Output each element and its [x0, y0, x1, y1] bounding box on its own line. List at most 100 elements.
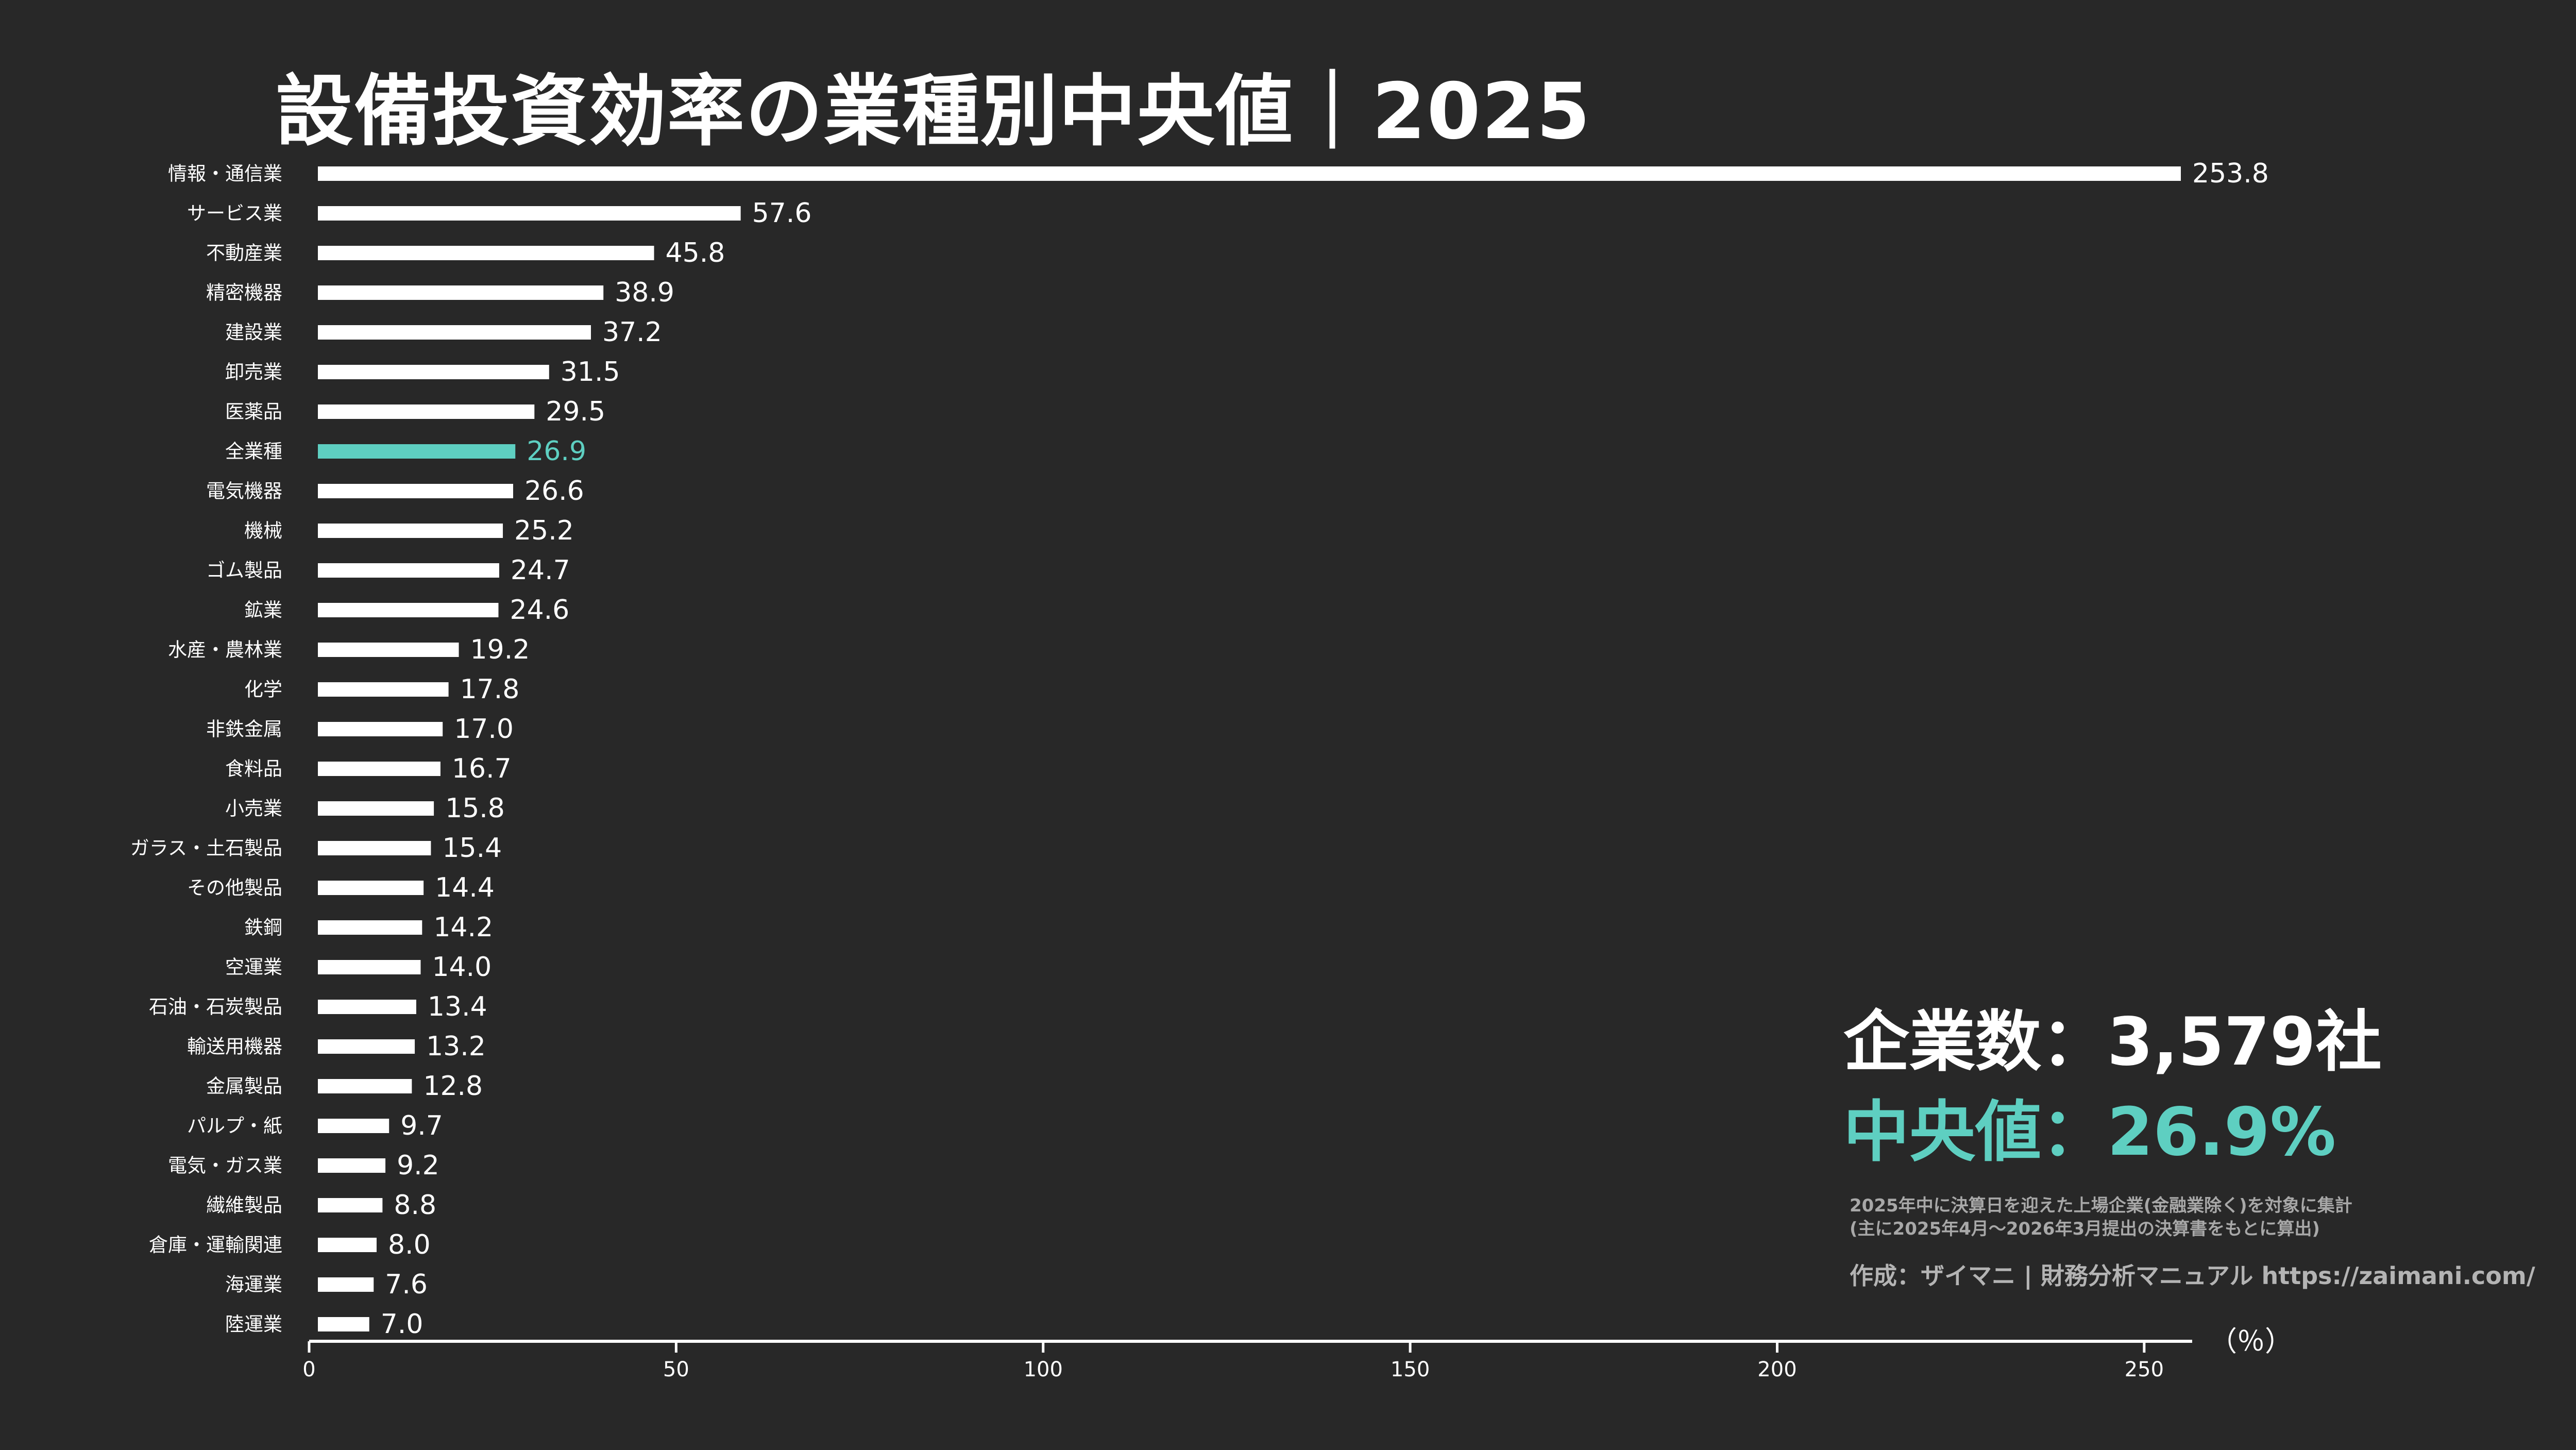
category-label: 全業種 [225, 441, 282, 463]
category-label: 不動産業 [206, 242, 282, 264]
bar [318, 722, 443, 736]
data-label: 15.4 [442, 833, 502, 864]
category-label: 卸売業 [225, 361, 282, 383]
category-label: 医薬品 [225, 401, 282, 423]
median-value: 中央値：26.9% [1843, 1094, 2336, 1171]
bar [318, 484, 513, 498]
data-label: 31.5 [561, 357, 620, 387]
category-label: その他製品 [187, 877, 282, 899]
data-label: 14.2 [433, 912, 493, 943]
category-label: 非鉄金属 [206, 718, 282, 740]
category-label: 機械 [244, 520, 282, 542]
bar [318, 285, 604, 300]
data-label: 9.2 [397, 1150, 439, 1181]
data-label: 25.2 [514, 515, 574, 546]
category-label: 鉱業 [244, 599, 282, 621]
footnote-line-2: (主に2025年4月〜2026年3月提出の決算書をもとに算出) [1850, 1219, 2320, 1239]
category-label: サービス業 [187, 203, 282, 225]
bar [318, 643, 459, 657]
category-label: 化学 [244, 679, 282, 701]
data-label: 38.9 [615, 277, 674, 308]
bar [318, 1000, 416, 1014]
bar [318, 166, 2181, 181]
category-label: 陸運業 [225, 1313, 282, 1336]
category-label: 金属製品 [206, 1075, 282, 1098]
data-label: 8.8 [394, 1190, 436, 1221]
data-label: 19.2 [470, 634, 530, 665]
data-label: 24.7 [511, 555, 570, 586]
bar [318, 206, 741, 221]
data-label: 57.6 [752, 198, 812, 229]
category-label: 食料品 [225, 758, 282, 780]
bar [318, 762, 440, 776]
data-label: 45.8 [666, 238, 725, 268]
data-label: 8.0 [388, 1229, 431, 1260]
category-label: 水産・農林業 [168, 639, 282, 661]
credit-text: 作成：ザイマニ | 財務分析マニュアル https://zaimani.com/ [1850, 1262, 2535, 1290]
bar [318, 960, 421, 974]
x-tick-label: 150 [1391, 1358, 1430, 1381]
bar [318, 682, 449, 697]
data-label: 24.6 [510, 595, 569, 626]
bar [318, 920, 422, 935]
data-label: 13.2 [426, 1031, 486, 1062]
bar [318, 801, 434, 816]
category-label: 石油・石炭製品 [149, 996, 282, 1018]
bar [318, 1317, 369, 1331]
category-label: 精密機器 [206, 282, 282, 304]
data-label: 7.6 [385, 1269, 428, 1300]
bar [318, 404, 535, 419]
category-label: 小売業 [225, 798, 282, 820]
x-tick-label: 200 [1757, 1358, 1797, 1381]
bar [318, 563, 499, 578]
data-label: 12.8 [423, 1071, 483, 1102]
data-label: 17.8 [460, 674, 520, 705]
bar [318, 1158, 386, 1173]
bar [318, 246, 654, 260]
data-label: 7.0 [381, 1309, 423, 1340]
bar [318, 841, 431, 855]
data-label: 26.9 [527, 436, 586, 467]
category-label: 鉄鋼 [244, 917, 282, 939]
category-label: ゴム製品 [206, 560, 282, 582]
bar [318, 1119, 389, 1133]
bar [318, 444, 516, 459]
data-label: 14.4 [435, 872, 495, 903]
data-label: 29.5 [546, 396, 605, 427]
x-tick-label: 250 [2125, 1358, 2164, 1381]
data-label: 13.4 [428, 991, 487, 1022]
category-label: 電気・ガス業 [168, 1155, 282, 1177]
category-label: 空運業 [225, 956, 282, 979]
data-label: 14.0 [432, 952, 492, 983]
bar [318, 603, 499, 617]
bar [318, 1238, 377, 1252]
data-label: 253.8 [2192, 158, 2269, 189]
category-label: 海運業 [225, 1274, 282, 1296]
category-label: 建設業 [225, 322, 282, 344]
x-tick-label: 100 [1024, 1358, 1063, 1381]
x-axis-unit: （％） [2209, 1325, 2293, 1358]
data-label: 17.0 [454, 714, 514, 745]
category-label: 輸送用機器 [187, 1036, 282, 1058]
bar [318, 1198, 383, 1212]
data-label: 26.6 [524, 476, 584, 507]
bar [318, 881, 424, 895]
page-title: 設備投資効率の業種別中央値｜2025 [276, 67, 1591, 157]
category-label: ガラス・土石製品 [130, 837, 282, 859]
bar [318, 1277, 374, 1292]
bar [318, 1079, 412, 1093]
x-tick-label: 50 [663, 1358, 689, 1381]
x-tick-label: 0 [302, 1358, 315, 1381]
category-label: 繊維製品 [206, 1194, 282, 1217]
data-label: 15.8 [445, 793, 505, 824]
summary-stats: 企業数：3,579社 中央値：26.9% [1843, 997, 2382, 1177]
bar [318, 365, 549, 379]
footnote-line-1: 2025年中に決算日を迎えた上場企業(金融業除く)を対象に集計 [1850, 1195, 2352, 1216]
category-label: パルプ・紙 [187, 1115, 282, 1137]
category-label: 電気機器 [206, 480, 282, 502]
data-label: 37.2 [602, 317, 662, 348]
data-label: 9.7 [400, 1110, 443, 1141]
data-label: 16.7 [452, 753, 512, 784]
category-label: 倉庫・運輸関連 [149, 1234, 282, 1256]
